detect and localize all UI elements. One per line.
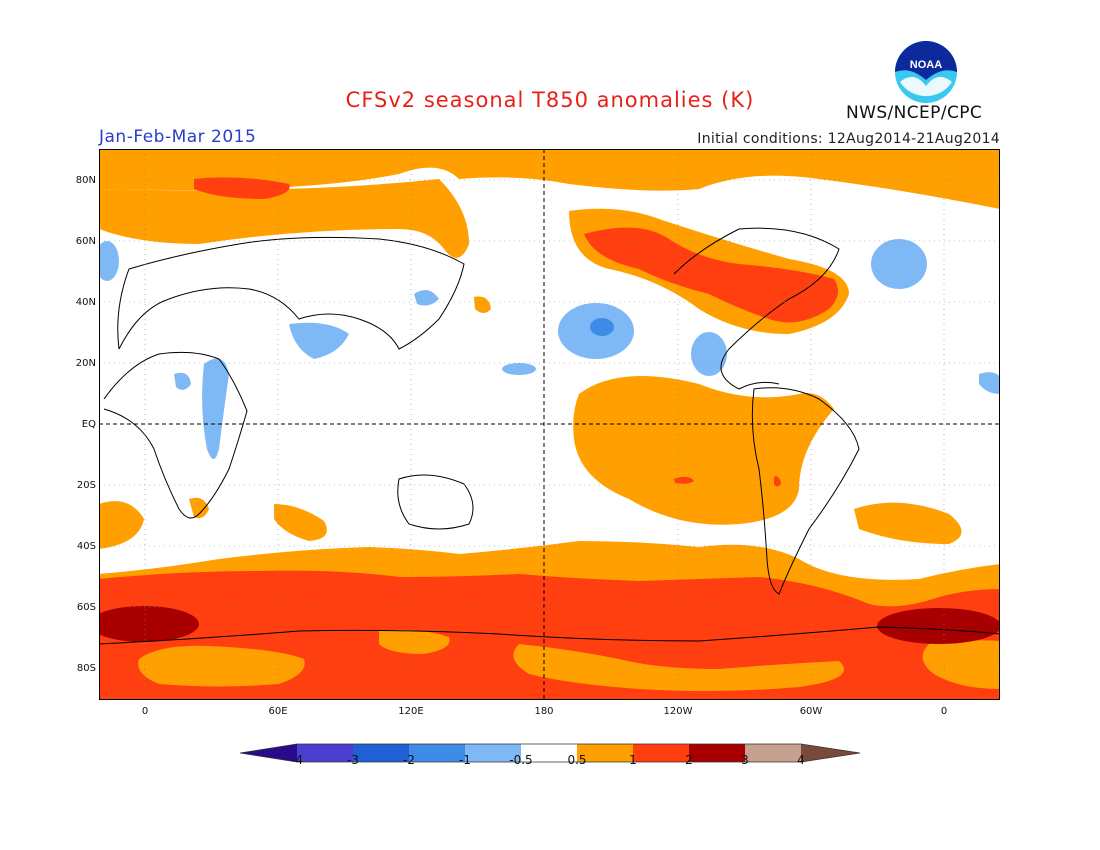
lon-label-0-west: 0 <box>141 706 149 717</box>
lat-label-20s: 20S <box>76 480 96 491</box>
colorbar-swatch-4 <box>465 744 521 762</box>
lat-label-40s: 40S <box>76 541 96 552</box>
lon-label-60w: 60W <box>799 706 823 717</box>
colorbar-label-1: -3 <box>347 753 359 767</box>
noaa-logo-icon: NOAA <box>895 41 957 103</box>
colorbar-swatch-7 <box>633 744 689 762</box>
lon-label-120w: 120W <box>663 706 693 717</box>
colorbar <box>240 743 861 763</box>
colorbar-label-5: 0.5 <box>567 753 587 767</box>
lat-label-80s: 80S <box>76 663 96 674</box>
lat-label-40n: 40N <box>75 297 96 308</box>
forecast-period: Jan-Feb-Mar 2015 <box>99 127 257 147</box>
colorbar-swatch-10 <box>801 744 860 762</box>
graticule <box>99 149 1000 700</box>
colorbar-label-6: 1 <box>629 753 637 767</box>
lat-label-60n: 60N <box>75 236 96 247</box>
lat-label-20n: 20N <box>75 358 96 369</box>
colorbar-label-8: 3 <box>741 753 749 767</box>
colorbar-outline <box>240 743 861 763</box>
colorbar-swatch-6 <box>577 744 633 762</box>
anomaly-band-lightblue <box>99 239 1000 459</box>
colorbar-swatch-9 <box>745 744 801 762</box>
lon-label-180: 180 <box>534 706 554 717</box>
anomaly-map <box>99 149 1000 700</box>
anomaly-band-darkred <box>99 606 1000 644</box>
coastlines <box>99 227 1000 645</box>
lat-label-80n: 80N <box>75 175 96 186</box>
logo-text: NOAA <box>910 59 942 71</box>
agency-label: NWS/NCEP/CPC <box>846 103 983 123</box>
colorbar-swatch-2 <box>353 744 409 762</box>
colorbar-label-9: 4 <box>797 753 805 767</box>
lat-label-eq: EQ <box>81 419 96 430</box>
colorbar-label-4: -0.5 <box>509 753 533 767</box>
lat-label-60s: 60S <box>76 602 96 613</box>
colorbar-label-2: -2 <box>403 753 415 767</box>
anomaly-band-blue <box>590 318 614 336</box>
map-title: CFSv2 seasonal T850 anomalies (K) <box>345 88 755 112</box>
colorbar-swatch-5 <box>521 744 577 762</box>
colorbar-swatch-0 <box>240 744 297 762</box>
lon-label-0-east: 0 <box>940 706 948 717</box>
colorbar-swatch-3 <box>409 744 465 762</box>
colorbar-swatch-8 <box>689 744 745 762</box>
lon-label-120e: 120E <box>398 706 424 717</box>
colorbar-label-0: -4 <box>291 753 303 767</box>
map-frame <box>99 149 1000 700</box>
colorbar-label-7: 2 <box>685 753 693 767</box>
anomaly-band-orange-south <box>138 629 1000 692</box>
lon-label-60e: 60E <box>268 706 288 717</box>
colorbar-swatch-1 <box>297 744 353 762</box>
colorbar-label-3: -1 <box>459 753 471 767</box>
initial-conditions: Initial conditions: 12Aug2014-21Aug2014 <box>697 131 1000 147</box>
